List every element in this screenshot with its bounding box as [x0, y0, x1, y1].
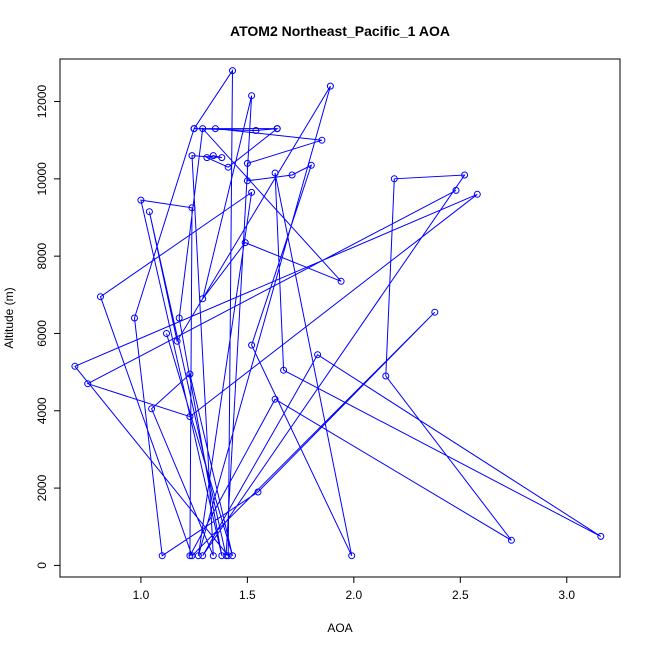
data-point [431, 308, 439, 316]
y-tick-label: 0 [35, 562, 49, 569]
data-point [348, 552, 356, 560]
data-point [382, 372, 390, 380]
x-tick-label: 1.5 [239, 588, 256, 602]
x-tick-label: 1.0 [133, 588, 150, 602]
data-point [288, 171, 296, 179]
data-point [337, 277, 345, 285]
x-axis-label: AOA [327, 621, 352, 635]
y-tick-label: 8000 [35, 242, 49, 269]
data-point [473, 190, 481, 198]
data-point [452, 186, 460, 194]
data-point [199, 295, 207, 303]
data-point [71, 362, 79, 370]
data-point [280, 366, 288, 374]
data-point [163, 330, 170, 337]
data-point [507, 536, 515, 544]
data-point [199, 552, 207, 560]
data-point [175, 314, 183, 322]
y-tick-label: 2000 [35, 474, 49, 501]
data-point [186, 370, 194, 378]
y-axis-label: Altitude (m) [2, 287, 16, 348]
data-point [326, 82, 334, 90]
data-point [254, 488, 262, 496]
y-tick-label: 12000 [35, 85, 49, 119]
data-point [218, 154, 226, 162]
data-point [224, 163, 232, 171]
data-point [158, 552, 166, 560]
data-point [273, 125, 281, 133]
data-point [390, 175, 398, 183]
series-layer [71, 67, 605, 560]
data-point [248, 188, 256, 196]
data-point [218, 552, 226, 560]
data-point [248, 341, 256, 349]
data-point [461, 171, 469, 179]
data-point [597, 532, 605, 540]
y-tick-label: 6000 [35, 320, 49, 347]
data-point [137, 196, 145, 204]
data-point [229, 67, 236, 75]
data-point [188, 204, 196, 212]
y-tick-label: 10000 [35, 162, 49, 196]
y-axis: 0 2000 4000 6000 8000 10000 12000 [35, 85, 61, 569]
data-point [271, 169, 279, 177]
series-line [74, 68, 602, 558]
data-point [318, 136, 326, 144]
data-point [248, 92, 256, 100]
data-point [243, 177, 251, 185]
x-axis: 1.0 1.5 2.0 2.5 3.0 [133, 576, 575, 602]
data-point [307, 161, 315, 169]
data-point [229, 552, 236, 560]
data-point [190, 125, 198, 133]
data-point [209, 152, 217, 160]
x-tick-label: 2.5 [452, 588, 469, 602]
data-point [199, 125, 207, 133]
data-point [241, 239, 249, 247]
data-point [211, 125, 219, 133]
data-point [131, 314, 138, 322]
data-point [314, 351, 322, 359]
data-point [203, 154, 211, 162]
data-point [145, 208, 153, 216]
chart-title: ATOM2 Northeast_Pacific_1 AOA [230, 23, 450, 39]
x-tick-label: 3.0 [558, 588, 575, 602]
data-point [186, 552, 194, 560]
data-point [148, 405, 156, 413]
y-tick-label: 4000 [35, 397, 49, 424]
data-point [188, 152, 196, 160]
data-point [97, 293, 104, 301]
data-point [243, 159, 251, 167]
data-point [186, 413, 194, 421]
data-point [252, 127, 260, 134]
data-point [173, 337, 181, 345]
data-point [194, 552, 202, 560]
data-point [209, 552, 217, 560]
data-point [84, 380, 92, 388]
x-tick-label: 2.0 [345, 588, 362, 602]
data-point [271, 395, 279, 403]
